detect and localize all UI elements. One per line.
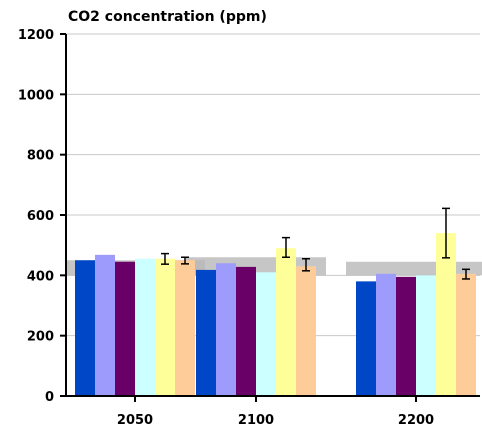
- bar: [236, 267, 256, 396]
- bar: [376, 274, 396, 396]
- range-band: [346, 262, 482, 276]
- y-tick-label: 1200: [18, 28, 54, 43]
- bar: [115, 262, 135, 396]
- y-tick-label: 400: [27, 269, 54, 284]
- y-tick-label: 1000: [18, 88, 54, 103]
- x-tick-label: 2200: [398, 413, 434, 428]
- y-tick-label: 800: [27, 149, 54, 164]
- bar: [196, 270, 216, 396]
- bar: [75, 260, 95, 396]
- bar: [95, 255, 115, 396]
- bar: [135, 259, 155, 396]
- bar: [276, 248, 296, 396]
- bar: [155, 259, 175, 396]
- y-tick-label: 600: [27, 209, 54, 224]
- chart-title: CO2 concentration (ppm): [68, 9, 267, 25]
- bar: [456, 274, 476, 396]
- bar: [216, 263, 236, 396]
- bar: [175, 260, 195, 396]
- bar: [356, 281, 376, 396]
- y-tick-label: 200: [27, 330, 54, 345]
- bar: [416, 275, 436, 396]
- bar: [296, 266, 316, 396]
- bar: [396, 277, 416, 396]
- x-tick-label: 2100: [238, 413, 274, 428]
- y-tick-label: 0: [45, 390, 54, 405]
- x-tick-label: 2050: [117, 413, 153, 428]
- bar: [256, 272, 276, 396]
